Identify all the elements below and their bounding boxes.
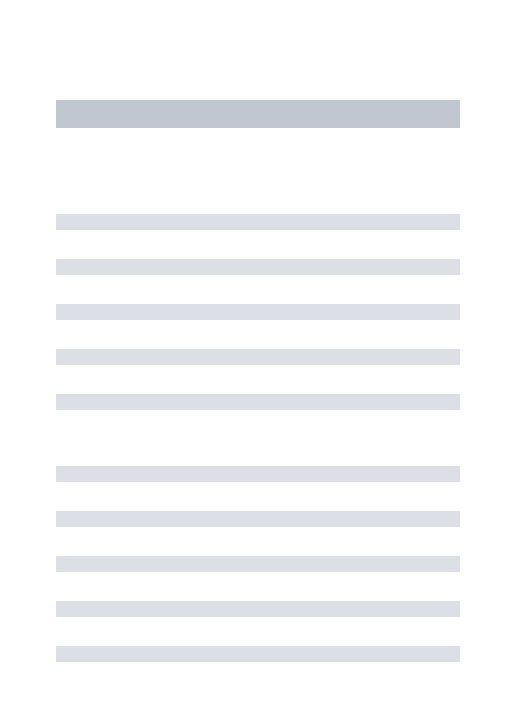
skeleton-line bbox=[56, 466, 460, 482]
skeleton-line bbox=[56, 511, 460, 527]
spacer bbox=[56, 128, 460, 214]
skeleton-line bbox=[56, 646, 460, 662]
skeleton-header-bar bbox=[56, 100, 460, 128]
skeleton-line bbox=[56, 601, 460, 617]
skeleton-line-group-2 bbox=[56, 466, 460, 662]
skeleton-line bbox=[56, 394, 460, 410]
skeleton-line-group-1 bbox=[56, 214, 460, 410]
skeleton-line bbox=[56, 259, 460, 275]
skeleton-line bbox=[56, 214, 460, 230]
skeleton-line bbox=[56, 349, 460, 365]
skeleton-container bbox=[0, 0, 516, 662]
skeleton-line bbox=[56, 556, 460, 572]
skeleton-line bbox=[56, 304, 460, 320]
spacer bbox=[56, 410, 460, 466]
